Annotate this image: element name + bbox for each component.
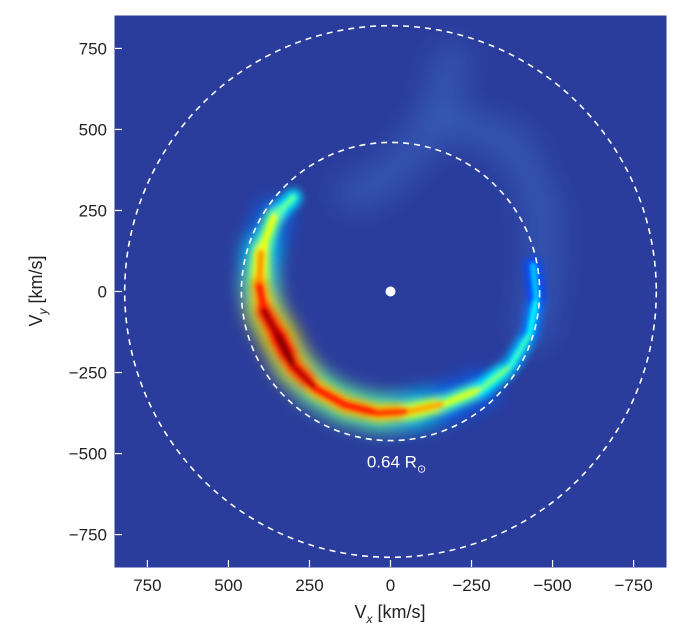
core-segment-4	[261, 307, 282, 340]
y-axis-label-sub: y	[36, 307, 50, 315]
core-segment-6	[290, 363, 319, 392]
reference-circle-label-0: 0.64 R⊙	[367, 453, 426, 476]
core-segment-14	[526, 295, 540, 337]
x-axis-ticks: 750 500 250 0 −250 −500 −750	[133, 560, 653, 595]
y-tick-label-4: −250	[69, 364, 107, 383]
emission-core	[256, 194, 540, 416]
x-tick-label-5: −500	[533, 576, 571, 595]
y-tick-label-6: −750	[69, 526, 107, 545]
reference-circle-0	[240, 141, 541, 442]
core-segment-12	[478, 363, 514, 392]
center-point	[385, 286, 396, 297]
y-tick-label-0: 750	[79, 39, 107, 58]
y-tick-label-3: 0	[98, 283, 107, 302]
y-tick-label-5: −500	[69, 445, 107, 464]
x-tick-label-2: 250	[295, 576, 323, 595]
x-tick-label-4: −250	[452, 576, 490, 595]
y-axis-label-base: V	[26, 314, 46, 326]
x-tick-label-3: 0	[386, 576, 395, 595]
y-tick-label-2: 250	[79, 201, 107, 220]
y-tick-label-1: 500	[79, 120, 107, 139]
core-segment-11	[442, 385, 485, 407]
reference-circle-1	[123, 24, 658, 559]
reference-circles: 0.64 R⊙ 0.2 R⊙	[123, 24, 658, 592]
core-segment-5	[275, 333, 297, 369]
x-axis-label: Vx [km/s]	[354, 602, 425, 626]
x-axis-label-sub: x	[366, 612, 374, 626]
x-axis-label-base: V	[354, 602, 366, 622]
y-axis-label: Vy [km/s]	[26, 255, 50, 326]
core-segment-2	[256, 249, 264, 288]
core-segment-3	[256, 282, 268, 314]
emission-layer	[242, 43, 558, 430]
core-segment-9	[374, 408, 413, 416]
x-axis-label-unit: [km/s]	[373, 602, 426, 622]
y-axis-ticks: 750 500 250 0 −250 −500 −750	[69, 39, 122, 545]
x-tick-label-6: −750	[614, 576, 652, 595]
core-segment-10	[406, 400, 449, 415]
core-segment-0	[270, 194, 297, 220]
core-segment-13	[507, 330, 533, 369]
y-axis-label-unit: [km/s]	[26, 255, 46, 308]
core-segment-7	[313, 385, 349, 408]
core-segment-8	[342, 401, 381, 416]
faint-stream-0	[336, 43, 468, 210]
x-tick-label-0: 750	[133, 576, 161, 595]
x-tick-label-1: 500	[214, 576, 242, 595]
reference-circle-label-1: 0.2 R⊙	[372, 569, 422, 592]
core-segment-15	[530, 262, 540, 301]
core-segment-1	[257, 214, 277, 256]
